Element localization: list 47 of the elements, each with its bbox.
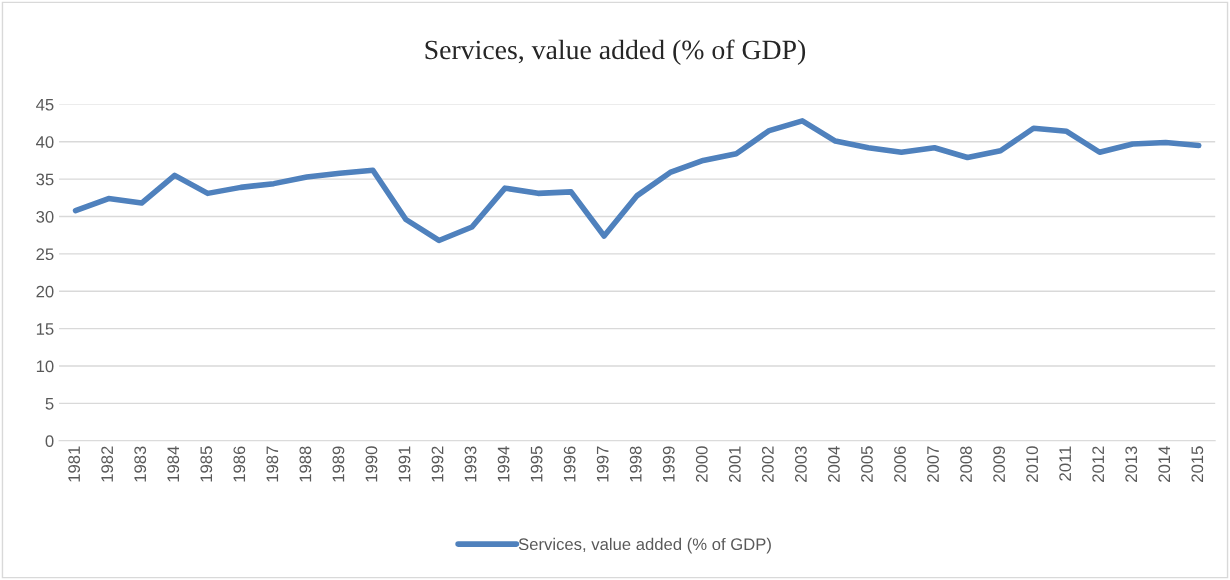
x-tick-label: 1994 (497, 446, 510, 482)
y-tick-label: 40 (36, 136, 54, 148)
x-tick-label: 1998 (629, 446, 642, 482)
x-tick-label: 1991 (398, 446, 411, 482)
y-tick-label: 15 (36, 323, 54, 335)
x-tick-label: 2013 (1125, 446, 1138, 482)
y-tick-label: 45 (36, 98, 54, 111)
x-tick-label: 2003 (794, 446, 807, 482)
x-tick-label: 1985 (200, 446, 213, 482)
chart-title: Services, value added (% of GDP) (425, 39, 806, 65)
x-tick-label: 1983 (134, 446, 147, 482)
x-tick-label: 2005 (861, 446, 873, 482)
x-tick-label: 2008 (960, 446, 972, 482)
x-tick-label: 1996 (563, 446, 576, 482)
x-tick-label: 2012 (1092, 446, 1105, 482)
x-tick-label: 1984 (167, 446, 180, 482)
x-tick-label: 2004 (828, 446, 840, 482)
x-tick-label: 2011 (1059, 446, 1072, 481)
y-tick-label: 25 (36, 248, 54, 261)
x-tick-label: 1987 (266, 446, 279, 482)
x-tick-label: 2015 (1191, 446, 1204, 482)
x-tick-label: 2009 (993, 446, 1005, 482)
y-tick-label: 10 (36, 360, 54, 373)
y-tick-label: 20 (36, 285, 54, 298)
y-tick-label: 0 (45, 435, 54, 447)
x-tick-label: 1997 (596, 446, 609, 482)
x-tick-label: 2001 (728, 446, 741, 482)
y-tick-label: 35 (36, 173, 54, 186)
x-tick-label: 2000 (695, 446, 708, 482)
x-tick-label: 1990 (365, 446, 378, 482)
x-tick-label: 1993 (464, 446, 477, 482)
x-tick-label: 2010 (1026, 446, 1039, 482)
x-tick-label: 2014 (1158, 446, 1171, 482)
y-tick-label: 5 (45, 398, 54, 410)
x-tick-label: 2002 (761, 446, 774, 482)
x-tick-label: 1999 (662, 446, 675, 482)
x-tick-label: 1989 (332, 446, 345, 482)
x-tick-label: 1988 (299, 446, 312, 482)
legend-label: Services, value added (% of GDP) (518, 537, 771, 554)
x-tick-label: 2006 (894, 446, 906, 482)
x-tick-label: 1986 (233, 446, 246, 482)
x-tick-label: 1992 (431, 446, 444, 482)
y-tick-label: 30 (36, 210, 54, 223)
x-tick-label: 1982 (101, 446, 114, 482)
x-tick-label: 2007 (927, 446, 939, 482)
x-tick-label: 1995 (530, 446, 543, 482)
x-tick-label: 1981 (68, 446, 81, 482)
